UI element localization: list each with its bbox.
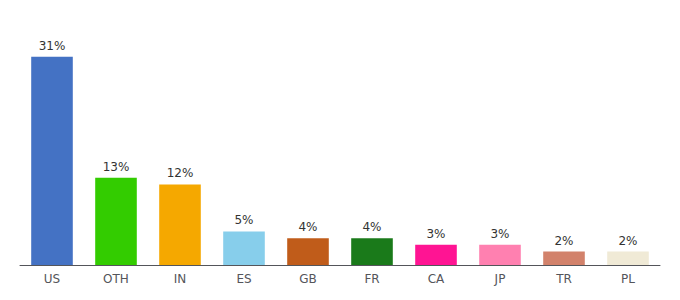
svg-text:31%: 31% bbox=[39, 39, 66, 53]
svg-text:3%: 3% bbox=[490, 227, 509, 241]
svg-text:12%: 12% bbox=[167, 166, 194, 180]
svg-text:13%: 13% bbox=[103, 160, 130, 174]
svg-text:FR: FR bbox=[364, 272, 379, 286]
svg-text:4%: 4% bbox=[362, 220, 381, 234]
svg-text:3%: 3% bbox=[426, 227, 445, 241]
svg-text:5%: 5% bbox=[234, 213, 253, 227]
svg-text:2%: 2% bbox=[618, 234, 637, 248]
svg-text:ES: ES bbox=[236, 272, 251, 286]
svg-text:2%: 2% bbox=[554, 234, 573, 248]
svg-text:CA: CA bbox=[428, 272, 445, 286]
svg-text:IN: IN bbox=[174, 272, 187, 286]
svg-text:PL: PL bbox=[621, 272, 635, 286]
svg-text:GB: GB bbox=[299, 272, 317, 286]
svg-text:JP: JP bbox=[494, 272, 506, 286]
svg-text:OTH: OTH bbox=[103, 272, 129, 286]
svg-text:US: US bbox=[44, 272, 60, 286]
svg-text:TR: TR bbox=[555, 272, 572, 286]
svg-text:4%: 4% bbox=[298, 220, 317, 234]
